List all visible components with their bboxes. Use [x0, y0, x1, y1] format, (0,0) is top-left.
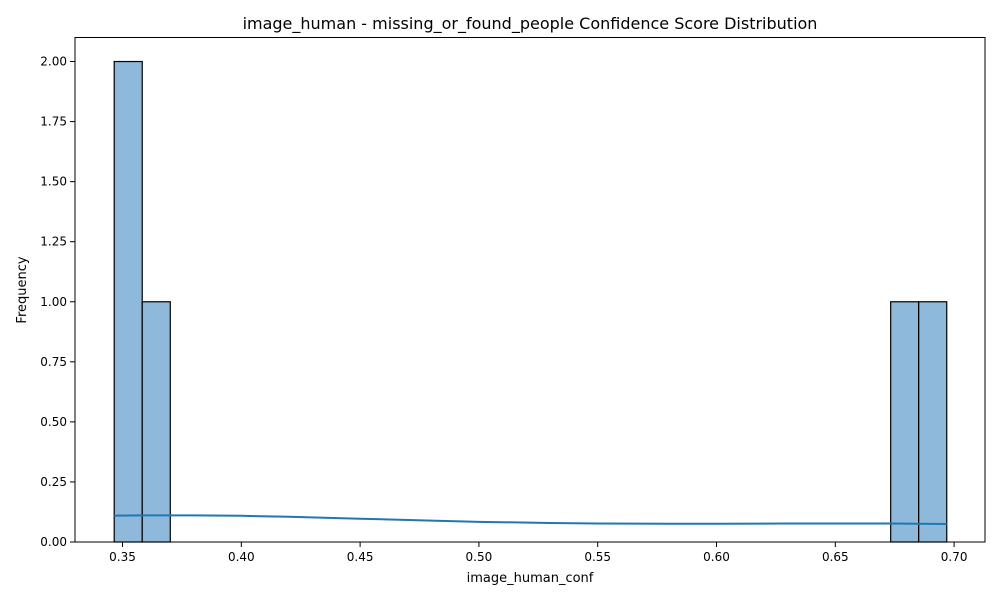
y-tick-label: 1.00 — [40, 295, 67, 309]
y-axis-ticks: 0.00 0.25 0.50 0.75 1.00 1.25 1.50 1.75 2.00 — [40, 55, 75, 549]
y-tick-label: 2.00 — [40, 55, 67, 69]
x-tick-label: 0.65 — [822, 550, 849, 564]
y-tick-label: 0.75 — [40, 355, 67, 369]
y-tick-label: 0.25 — [40, 475, 67, 489]
x-tick-label: 0.40 — [228, 550, 255, 564]
histogram-bars — [113, 60, 948, 543]
histogram-bar — [141, 301, 171, 543]
plot-frame — [74, 37, 986, 543]
x-tick-label: 0.50 — [466, 550, 493, 564]
x-tick-label: 0.60 — [703, 550, 730, 564]
histogram-bar — [113, 60, 143, 543]
x-tick-label: 0.70 — [941, 550, 968, 564]
chart-title: image_human - missing_or_found_people Co… — [243, 14, 818, 34]
x-axis-ticks: 0.35 0.40 0.45 0.50 0.55 0.60 0.65 0.70 — [109, 542, 967, 564]
y-tick-label: 0.00 — [40, 535, 67, 549]
y-axis-label: Frequency — [15, 256, 30, 323]
histogram-bar — [918, 301, 948, 543]
y-tick-label: 0.50 — [40, 415, 67, 429]
x-tick-label: 0.45 — [347, 550, 374, 564]
y-tick-label: 1.50 — [40, 175, 67, 189]
x-axis-label: image_human_conf — [467, 571, 594, 586]
kde-curve — [114, 514, 947, 525]
x-tick-label: 0.35 — [109, 550, 136, 564]
x-tick-label: 0.55 — [584, 550, 611, 564]
y-tick-label: 1.25 — [40, 235, 67, 249]
y-tick-label: 1.75 — [40, 115, 67, 129]
histogram-bar — [890, 301, 920, 543]
